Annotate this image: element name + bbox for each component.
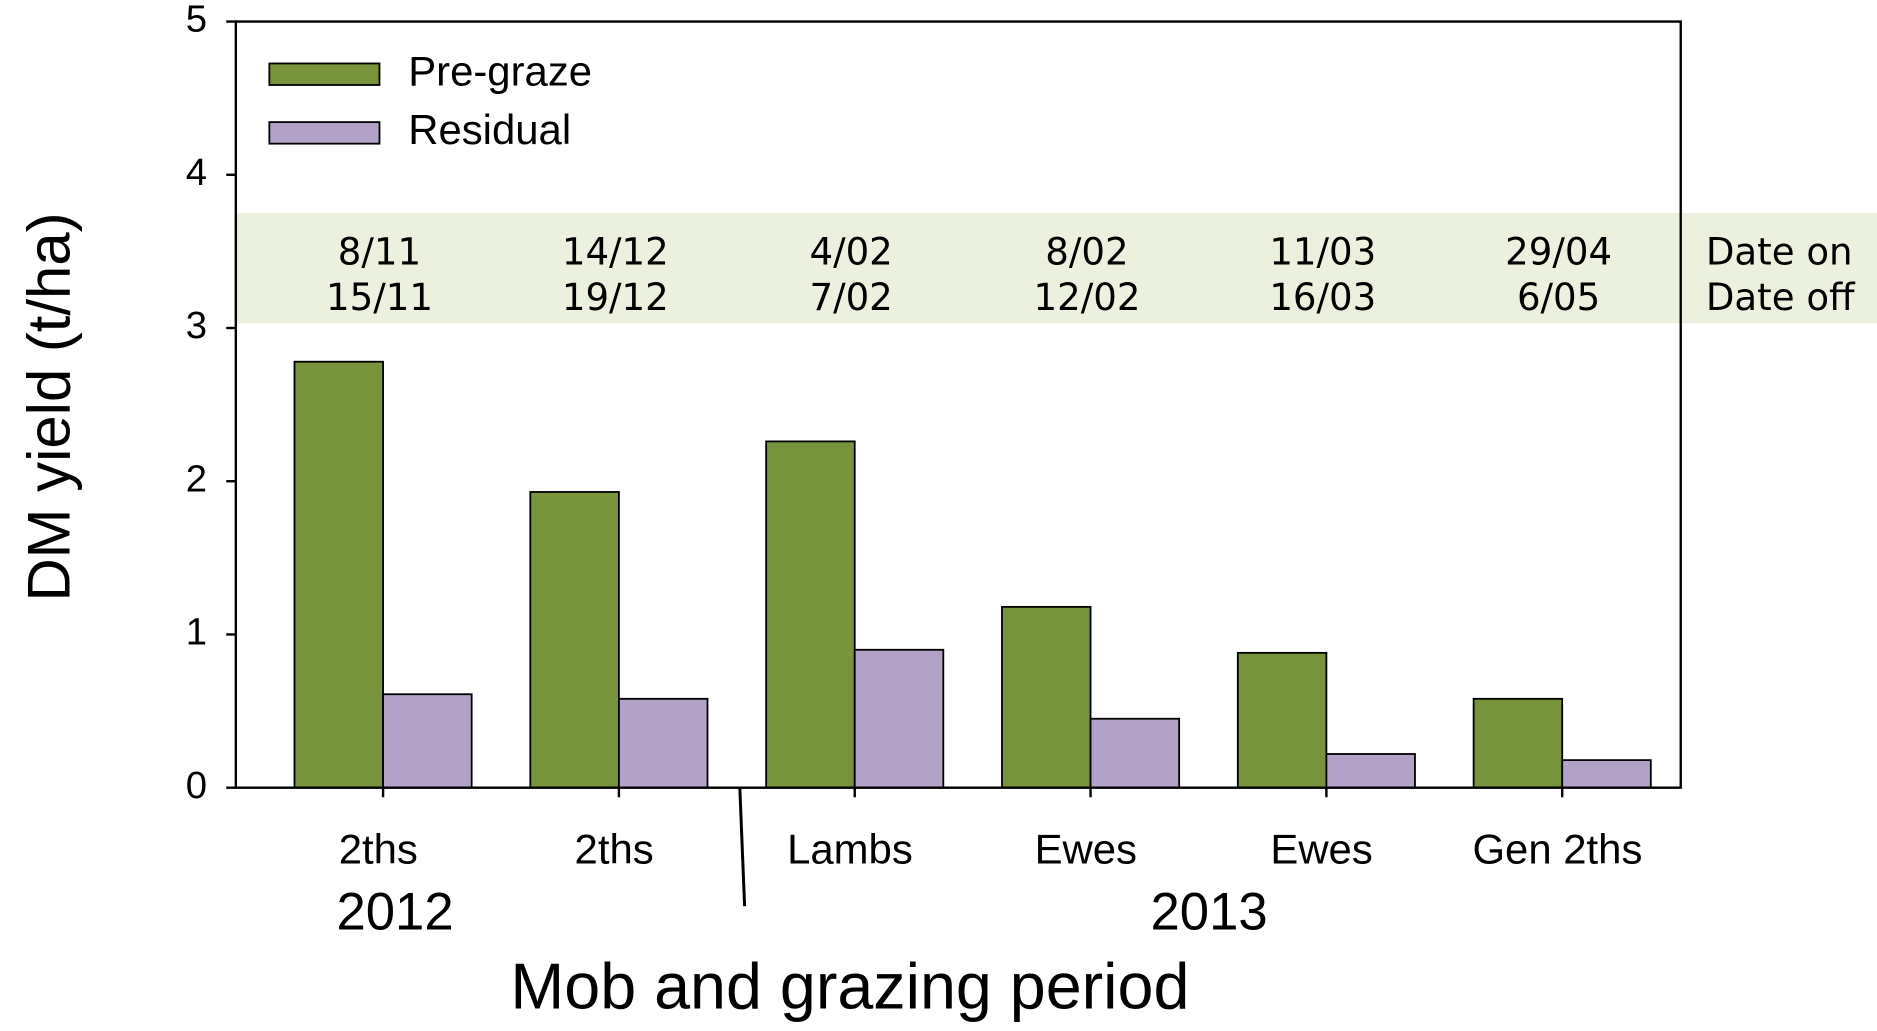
bar <box>382 693 473 789</box>
y-tick-label: 2 <box>186 457 207 500</box>
date-row-label: Date off <box>1706 276 1856 319</box>
x-tick-label: Ewes <box>1270 825 1372 872</box>
year-separator <box>738 787 747 907</box>
date-off: 6/05 <box>1517 276 1600 319</box>
bar <box>529 491 620 789</box>
legend-swatch <box>268 121 381 145</box>
y-tick-label: 0 <box>186 764 207 807</box>
legend-label: Residual <box>408 106 571 153</box>
x-tick-label: Lambs <box>787 825 913 872</box>
bar <box>1236 651 1328 789</box>
bar <box>293 360 384 789</box>
bar <box>1325 753 1416 789</box>
date-off: 12/02 <box>1033 276 1140 319</box>
date-on: 14/12 <box>562 230 669 273</box>
bar <box>1472 697 1564 789</box>
date-off: 19/12 <box>562 276 669 319</box>
x-axis-title: Mob and grazing period <box>510 949 1189 1022</box>
bar <box>1561 759 1652 789</box>
legend-label: Pre-graze <box>408 47 592 94</box>
plot-root: DM yield (t/ha) Mob and grazing period 2… <box>16 0 1877 1022</box>
y-tick-label: 1 <box>186 611 207 654</box>
bar <box>1001 605 1092 789</box>
bar <box>618 697 709 789</box>
legend-swatch <box>268 62 381 86</box>
date-off: 7/02 <box>809 276 892 319</box>
x-tick-label: 2ths <box>339 825 418 872</box>
x-tick-label: 2ths <box>575 825 654 872</box>
date-off: 16/03 <box>1269 276 1376 319</box>
y-tick-label: 5 <box>186 0 207 41</box>
year-label: 2012 <box>336 883 453 942</box>
date-on: 29/04 <box>1505 230 1612 273</box>
date-on: 8/02 <box>1045 230 1128 273</box>
date-off: 15/11 <box>326 276 433 319</box>
bar <box>853 648 945 789</box>
date-band <box>235 213 1877 324</box>
year-label: 2013 <box>1151 883 1268 942</box>
date-on: 11/03 <box>1269 230 1376 273</box>
y-axis-title: DM yield (t/ha) <box>16 212 83 601</box>
x-tick-label: Gen 2ths <box>1472 825 1642 872</box>
x-tick-label: Ewes <box>1035 825 1137 872</box>
date-on: 4/02 <box>809 230 892 273</box>
bar <box>1089 717 1181 789</box>
bar <box>765 440 856 789</box>
plot-frame <box>234 20 1682 789</box>
date-row-label: Date on <box>1706 230 1853 273</box>
y-tick-label: 3 <box>186 304 207 347</box>
y-tick-label: 4 <box>186 151 207 194</box>
date-on: 8/11 <box>338 230 421 273</box>
